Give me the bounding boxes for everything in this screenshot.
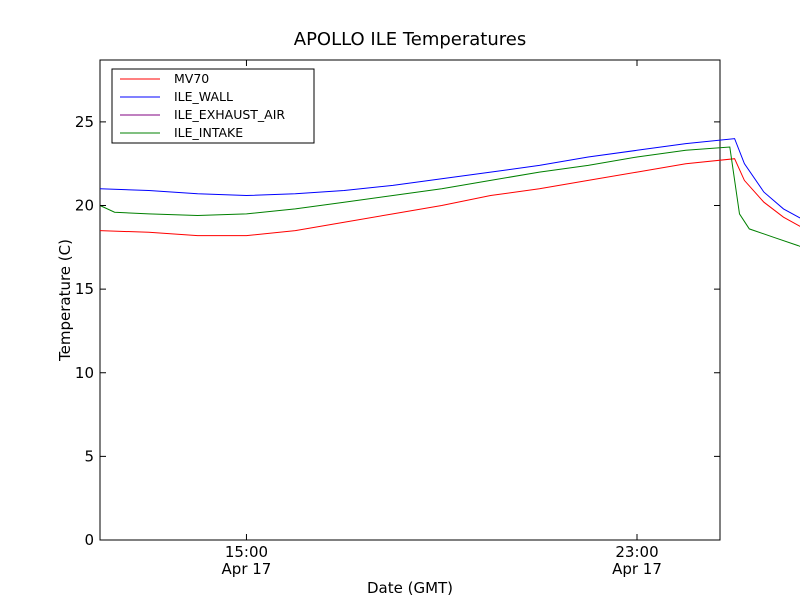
chart-title: APOLLO ILE Temperatures <box>294 29 526 50</box>
y-tick-label: 20 <box>75 197 94 215</box>
y-tick-label: 5 <box>84 447 94 465</box>
x-tick-label: 15:00 <box>225 543 268 561</box>
x-tick-label: 23:00 <box>615 543 658 561</box>
legend-label: ILE_INTAKE <box>174 125 243 140</box>
series-line-mv70 <box>99 158 800 237</box>
legend-box <box>111 68 315 144</box>
legend: MV70 ILE_WALL ILE_EXHAUST_AIR ILE_INTAKE <box>111 68 315 144</box>
x-tick-date-label: Apr 17 <box>222 560 272 578</box>
series-layer <box>99 138 800 247</box>
y-tick-label: 0 <box>84 531 94 549</box>
y-tick-label: 25 <box>75 113 94 131</box>
y-tick-label: 15 <box>75 280 94 298</box>
y-axis-label: Temperature (C) <box>56 239 74 362</box>
series-line-ile-wall <box>99 138 800 219</box>
legend-label: ILE_EXHAUST_AIR <box>174 107 285 122</box>
y-tick-label: 10 <box>75 364 94 382</box>
series-line-ile-intake <box>99 146 800 247</box>
legend-label: ILE_WALL <box>174 89 233 104</box>
legend-label: MV70 <box>174 71 209 86</box>
x-tick-date-label: Apr 17 <box>612 560 662 578</box>
x-axis-label: Date (GMT) <box>367 579 453 597</box>
y-axis: 0 5 10 15 20 25 <box>75 113 720 549</box>
